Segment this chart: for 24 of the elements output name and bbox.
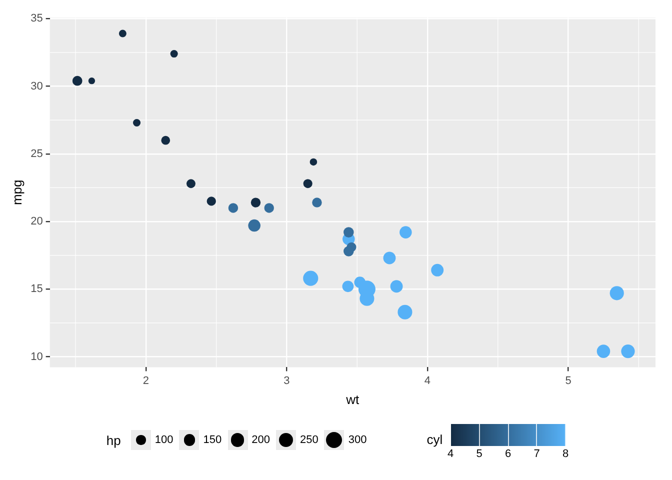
y-tick-label: 20 <box>30 216 43 228</box>
color-bar-label: 4 <box>448 448 454 460</box>
y-tick-label: 30 <box>30 80 43 92</box>
y-axis-title: mpg <box>9 180 24 206</box>
color-bar-label: 7 <box>534 448 540 460</box>
y-tick-label: 15 <box>30 283 43 296</box>
x-tick-label: 4 <box>424 374 431 387</box>
color-bar-label: 8 <box>562 448 569 460</box>
color-bar-label: 5 <box>476 448 482 460</box>
legend-label: 200 <box>252 434 270 446</box>
legend-label: 250 <box>300 434 318 446</box>
legend-label: 300 <box>348 434 367 446</box>
x-axis-title: wt <box>345 392 360 407</box>
color-bar-label: 6 <box>505 448 512 460</box>
legend-title: hp <box>106 432 121 448</box>
legend-label: 100 <box>154 434 174 446</box>
y-tick-label: 10 <box>30 350 43 363</box>
x-tick-label: 3 <box>284 374 290 387</box>
x-tick-label: 2 <box>142 374 149 387</box>
y-tick-label: 25 <box>30 148 43 160</box>
color-bar-title: cyl <box>426 432 443 447</box>
legend-label: 150 <box>203 434 222 446</box>
y-tick-label: 35 <box>30 12 43 25</box>
x-tick-label: 5 <box>565 374 572 387</box>
